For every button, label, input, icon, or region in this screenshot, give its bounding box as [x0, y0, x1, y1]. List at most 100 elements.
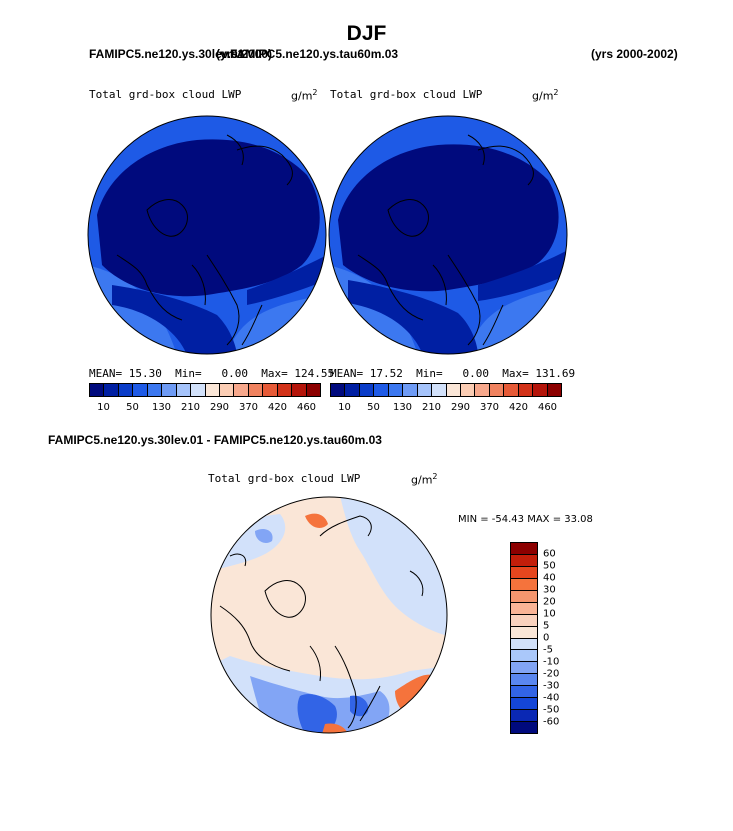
colorbar-cell	[331, 384, 346, 396]
colorbar-cell	[403, 384, 418, 396]
colorbar-label: 290	[450, 402, 471, 413]
colorbar-cell	[162, 384, 177, 396]
colorbar-label: -10	[543, 656, 560, 668]
colorbar-label: -30	[543, 680, 560, 692]
colorbar-cell	[417, 384, 433, 396]
right-stats: MEAN= 17.52 Min= 0.00 Max= 131.69	[330, 367, 576, 380]
season-title: DJF	[346, 22, 387, 45]
colorbar-cell	[446, 384, 461, 396]
right-case-name: FAMIPC5.ne120.ys.tau60m.03	[230, 47, 399, 61]
colorbar-label: 290	[209, 402, 230, 413]
colorbar-label: 30	[543, 584, 556, 596]
colorbar-cell	[234, 384, 249, 396]
colorbar-cell	[533, 384, 548, 396]
colorbar-label: 40	[543, 572, 556, 584]
colorbar-label: 10	[338, 402, 351, 413]
left-stats: MEAN= 15.30 Min= 0.00 Max= 124.55	[89, 367, 335, 380]
colorbar-cell	[191, 384, 206, 396]
colorbar-cell	[511, 543, 537, 555]
colorbar-cell	[511, 614, 537, 627]
left-polar-map	[87, 115, 327, 355]
colorbar-cell	[205, 384, 220, 396]
colorbar-label: -50	[543, 704, 560, 716]
colorbar-cell	[306, 384, 320, 396]
colorbar-cell	[359, 384, 375, 396]
colorbar-cell	[489, 384, 505, 396]
colorbar-cell	[511, 722, 537, 733]
colorbar-cell	[511, 710, 537, 723]
colorbar-cell	[511, 566, 537, 579]
colorbar-label: 50	[367, 402, 380, 413]
years-right: (yrs 2000-2002)	[591, 47, 678, 61]
colorbar-cell	[511, 590, 537, 603]
colorbar-label: 0	[543, 632, 550, 644]
colorbar-label: 130	[392, 402, 413, 413]
colorbar-cell	[345, 384, 360, 396]
diff-colorbar	[510, 542, 538, 734]
colorbar-label: 50	[126, 402, 139, 413]
left-colorbar-labels: 10 50 130 210 290 370 420 460	[89, 402, 321, 414]
colorbar-cell	[511, 662, 537, 675]
colorbar-label: 210	[180, 402, 201, 413]
diff-units: g/m2	[411, 472, 438, 487]
colorbar-label: 370	[238, 402, 259, 413]
colorbar-label: -60	[543, 716, 560, 728]
diff-field-name: Total grd-box cloud LWP	[208, 472, 361, 485]
right-units: g/m2	[532, 88, 559, 103]
left-field-name: Total grd-box cloud LWP	[89, 88, 242, 101]
colorbar-label: -20	[543, 668, 560, 680]
colorbar-label: 130	[151, 402, 172, 413]
right-field-name: Total grd-box cloud LWP	[330, 88, 483, 101]
colorbar-label: 210	[421, 402, 442, 413]
colorbar-cell	[511, 554, 537, 567]
left-colorbar	[89, 383, 321, 397]
colorbar-cell	[248, 384, 264, 396]
colorbar-cell	[511, 674, 537, 687]
colorbar-cell	[504, 384, 519, 396]
colorbar-cell	[511, 650, 537, 663]
colorbar-cell	[432, 384, 447, 396]
colorbar-cell	[292, 384, 307, 396]
colorbar-label: 60	[543, 548, 556, 560]
colorbar-label: 460	[537, 402, 558, 413]
diff-colorbar-labels: 60 50 40 30 20 10 5 0 -5 -10 -20 -30 -40 -50 -60	[543, 542, 583, 734]
colorbar-cell	[104, 384, 119, 396]
colorbar-cell	[219, 384, 235, 396]
colorbar-cell	[511, 578, 537, 591]
left-case-name: FAMIPC5.ne120.ys.30lev.01	[89, 47, 245, 61]
colorbar-cell	[388, 384, 404, 396]
colorbar-cell	[90, 384, 105, 396]
colorbar-cell	[511, 698, 537, 711]
years-left: (yrs 2000)	[216, 47, 273, 61]
colorbar-label: 10	[97, 402, 110, 413]
colorbar-cell	[511, 626, 537, 639]
colorbar-cell	[511, 686, 537, 699]
colorbar-cell	[263, 384, 278, 396]
right-colorbar-labels: 10 50 130 210 290 370 420 460	[330, 402, 562, 414]
left-units: g/m2	[291, 88, 318, 103]
colorbar-label: 420	[267, 402, 288, 413]
colorbar-cell	[277, 384, 293, 396]
colorbar-label: 460	[296, 402, 317, 413]
colorbar-label: 50	[543, 560, 556, 572]
right-polar-map	[328, 115, 568, 355]
colorbar-label: 5	[543, 620, 550, 632]
colorbar-cell	[518, 384, 534, 396]
difference-title: FAMIPC5.ne120.ys.30lev.01 - FAMIPC5.ne12…	[48, 433, 382, 447]
colorbar-cell	[176, 384, 192, 396]
colorbar-cell	[511, 638, 537, 651]
colorbar-label: 20	[543, 596, 556, 608]
right-colorbar	[330, 383, 562, 397]
diff-stats: MIN = -54.43 MAX = 33.08	[458, 514, 593, 525]
colorbar-label: -5	[543, 644, 553, 656]
colorbar-label: -40	[543, 692, 560, 704]
colorbar-cell	[118, 384, 134, 396]
colorbar-label: 10	[543, 608, 556, 620]
difference-polar-map	[210, 496, 448, 734]
colorbar-label: 370	[479, 402, 500, 413]
colorbar-label: 420	[508, 402, 529, 413]
colorbar-cell	[511, 602, 537, 615]
colorbar-cell	[547, 384, 561, 396]
colorbar-cell	[133, 384, 148, 396]
colorbar-cell	[475, 384, 490, 396]
